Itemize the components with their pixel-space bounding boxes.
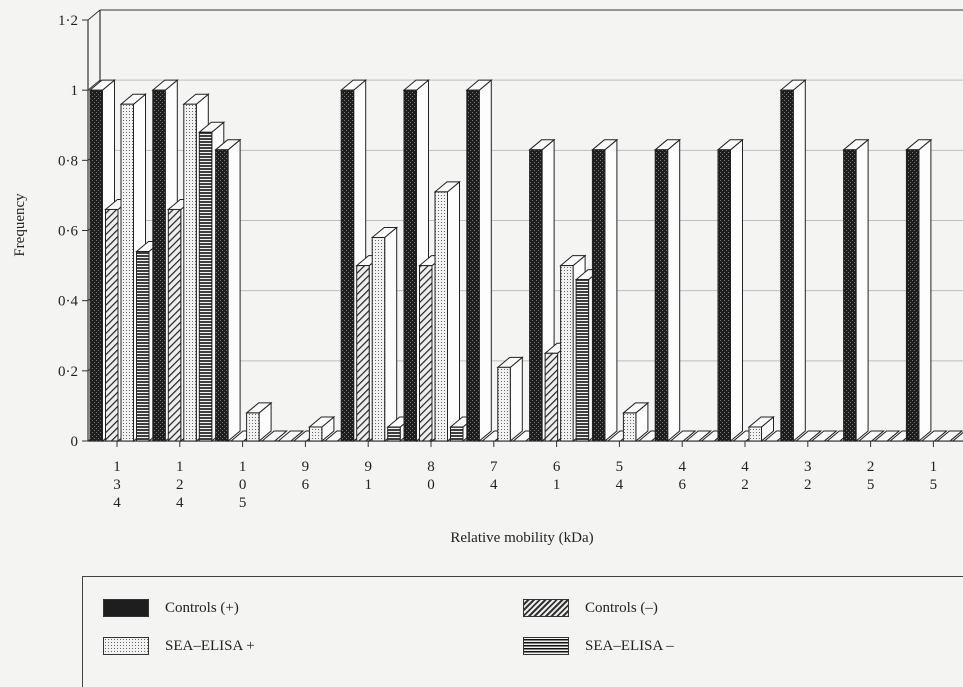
bar-chart: 0 0·2 0·4 0·6 0·8 1 1·2 1 3 4 1 2 4 1 0 5 9 6 9 1 8 0 7 4 6 1 5 4 4 6… bbox=[12, 9, 963, 546]
bar-controls-neg bbox=[669, 430, 697, 442]
bar-controls-pos bbox=[716, 138, 744, 443]
bar-sea-neg bbox=[260, 430, 288, 442]
bar-sea-pos bbox=[308, 415, 336, 443]
bar-sea-pos bbox=[684, 430, 713, 442]
bar-sea-pos bbox=[245, 401, 273, 443]
legend-item-sea-pos: SEA–ELISA + bbox=[103, 637, 255, 655]
bar-controls-neg bbox=[857, 430, 885, 442]
bar-sea-pos bbox=[810, 430, 838, 442]
legend-item-sea-neg: SEA–ELISA – bbox=[523, 637, 674, 655]
bar-controls-neg bbox=[794, 430, 823, 442]
legend-item-controls-pos: Controls (+) bbox=[103, 599, 239, 617]
legend-swatch-controls-neg bbox=[523, 599, 569, 617]
y-tick-label: 0 bbox=[71, 434, 79, 450]
y-axis-title: Frequency bbox=[12, 193, 28, 257]
legend-label-controls-neg: Controls (–) bbox=[585, 599, 658, 616]
legend-swatch-controls-pos bbox=[103, 599, 149, 617]
bar-controls-pos bbox=[842, 138, 870, 443]
bars bbox=[88, 79, 963, 443]
bar-controls-neg bbox=[920, 430, 948, 442]
legend-label-sea-pos: SEA–ELISA + bbox=[165, 637, 255, 654]
legend-label-controls-pos: Controls (+) bbox=[165, 599, 239, 616]
bar-sea-pos bbox=[873, 430, 901, 442]
bar-sea-neg bbox=[951, 431, 963, 442]
legend-label-sea-neg: SEA–ELISA – bbox=[585, 637, 674, 654]
x-axis-title: Relative mobility (kDa) bbox=[450, 530, 593, 546]
bar-sea-pos bbox=[433, 180, 461, 443]
y-tick-label: 0·6 bbox=[58, 224, 78, 240]
bar-sea-pos bbox=[936, 430, 963, 442]
bar-controls-pos bbox=[591, 138, 619, 443]
bar-controls-pos bbox=[277, 430, 305, 442]
legend-swatch-sea-pos bbox=[103, 637, 149, 655]
legend-swatch-sea-neg bbox=[523, 637, 569, 655]
y-tick-label: 0·4 bbox=[58, 294, 78, 310]
y-tick-label: 1·2 bbox=[58, 13, 78, 29]
y-tick-label: 0·2 bbox=[58, 364, 78, 380]
bar-sea-pos bbox=[747, 415, 775, 443]
bar-sea-pos bbox=[370, 226, 399, 443]
tick-labels: 0 0·2 0·4 0·6 0·8 1 1·2 1 3 4 1 2 4 1 0 5 9 6 9 1 8 0 7 4 6 1 5 4 4 6… bbox=[58, 13, 937, 511]
y-tick-label: 1 bbox=[71, 83, 79, 99]
legend-item-controls-neg: Controls (–) bbox=[523, 599, 658, 617]
bar-controls-pos bbox=[465, 79, 493, 443]
bar-sea-pos bbox=[622, 401, 650, 443]
bar-sea-pos bbox=[496, 356, 524, 443]
bar-controls-pos bbox=[653, 138, 682, 443]
legend: Controls (+) Controls (–) SEA–ELISA + SE… bbox=[82, 576, 963, 687]
y-tick-depth bbox=[87, 9, 101, 21]
bar-controls-pos bbox=[779, 79, 807, 443]
y-tick-depth bbox=[87, 79, 101, 91]
y-tick-label: 0·8 bbox=[58, 153, 78, 169]
bar-controls-pos bbox=[905, 138, 933, 443]
bar-controls-pos bbox=[214, 138, 242, 443]
